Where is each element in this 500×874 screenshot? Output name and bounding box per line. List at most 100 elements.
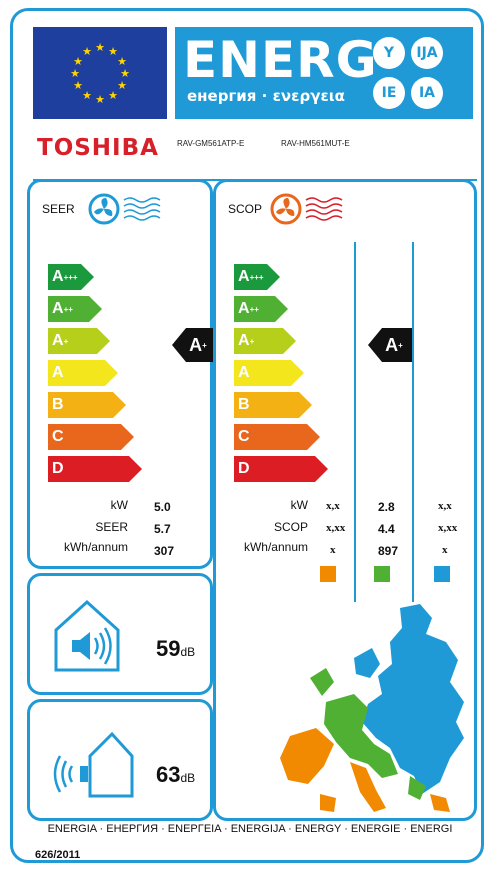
warmer-value-annual: x — [330, 544, 336, 556]
heating-class-bar: A + — [234, 328, 296, 354]
cooling-label-annual: kWh/annum — [63, 540, 128, 554]
average-value-annual: 897 — [378, 544, 399, 558]
cooling-class-bar-letter: D — [52, 460, 64, 477]
heating-class-bar-letter: A — [238, 268, 250, 285]
outdoor-noise-panel: 63dB — [27, 699, 213, 821]
cooling-class-bar: A +++ — [48, 264, 94, 290]
svg-text:★: ★ — [95, 41, 105, 54]
zone-average-swatch — [374, 566, 390, 582]
fan-cool-icon — [88, 193, 161, 225]
heating-title: SCOP — [228, 202, 263, 216]
cooling-class-bar-sup: +++ — [63, 272, 78, 282]
cooling-class-sup: + — [202, 340, 207, 350]
lang-badge-y: Y — [373, 37, 405, 69]
cooling-class-bar-letter: C — [52, 428, 64, 445]
lang-badge-ia: IA — [411, 77, 443, 109]
cooling-class-bar-letter: B — [52, 396, 64, 413]
indoor-noise-unit: dB — [180, 645, 196, 659]
outdoor-noise-unit: dB — [180, 771, 196, 785]
cooling-class-bar: A ++ — [48, 296, 102, 322]
svg-text:★: ★ — [120, 67, 130, 80]
svg-text:★: ★ — [108, 89, 118, 102]
heating-class-bar: A — [234, 360, 304, 386]
average-value-scop: 4.4 — [378, 522, 395, 536]
svg-text:★: ★ — [70, 67, 80, 80]
heating-class-bar: C — [234, 424, 320, 450]
cooling-value-annual: 307 — [154, 544, 175, 558]
warmer-value-scop: x,xx — [326, 522, 346, 534]
energy-label: ★ ★ ★ ★ ★ ★ ★ ★ ★ ★ ★ ★ ENERG енергия · ενεργεια… — [10, 8, 484, 863]
cooling-class-bar-sup: ++ — [63, 304, 73, 314]
svg-text:★: ★ — [117, 55, 127, 68]
model-indoor: RAV-GM561ATP-E — [177, 139, 245, 148]
cooling-class-bar-sup: + — [63, 336, 69, 346]
heating-class-bar-sup: +++ — [249, 272, 264, 282]
heating-class-bar: B — [234, 392, 312, 418]
outdoor-noise-value: 63dB — [156, 762, 195, 788]
cooling-class-bar: A + — [48, 328, 110, 354]
indoor-speaker-icon — [54, 599, 120, 672]
heating-label-scop: SCOP — [273, 520, 308, 534]
cooling-class-bar-letter: A — [52, 364, 64, 381]
svg-text:★: ★ — [82, 45, 92, 58]
cooling-panel: SEER A +++ A ++ A + A B C D A + kW 5.0 SEER 5.7 kW… — [27, 179, 216, 569]
warmer-value-kw: x,x — [326, 500, 340, 512]
cooling-class-bar-letter: A — [52, 300, 64, 317]
heating-class-bar: D — [234, 456, 328, 482]
cooling-class-bar: D — [48, 456, 142, 482]
svg-text:★: ★ — [95, 93, 105, 106]
cooling-class-bar-letter: A — [52, 332, 64, 349]
cooling-value-kw: 5.0 — [154, 500, 171, 514]
heating-class-bar-letter: B — [238, 396, 250, 413]
cooling-class-bar: B — [48, 392, 126, 418]
cooling-label-seer: SEER — [95, 520, 128, 534]
cooling-class-letter: A — [189, 334, 203, 355]
heating-class-indicator: A + — [368, 328, 412, 362]
eu-flag: ★ ★ ★ ★ ★ ★ ★ ★ ★ ★ ★ ★ — [33, 27, 167, 119]
svg-text:★: ★ — [82, 89, 92, 102]
energy-subtitle: енергия · ενεργεια — [187, 87, 345, 105]
heating-class-bar-letter: C — [238, 428, 250, 445]
indoor-noise-panel: 59dB — [27, 573, 213, 695]
heating-class-bar: A +++ — [234, 264, 280, 290]
supplier-logo: TOSHIBA — [37, 135, 159, 161]
heating-class-bar-sup: ++ — [249, 304, 259, 314]
heating-class-bar-sup: + — [249, 336, 255, 346]
eu-stars-icon: ★ ★★ ★★★ ★★★ ★★★ — [70, 41, 130, 106]
energy-title-box: ENERG енергия · ενεργεια Y IJA IE IA — [175, 27, 473, 119]
outdoor-noise-number: 63 — [156, 762, 181, 787]
heating-label-annual: kWh/annum — [243, 540, 308, 554]
svg-text:★: ★ — [117, 79, 127, 92]
zone-divider-2 — [412, 242, 414, 602]
heating-class-sup: + — [398, 340, 403, 350]
heating-label-kw: kW — [290, 498, 308, 512]
heating-class-bar: A ++ — [234, 296, 288, 322]
cooling-class-indicator: A + — [172, 328, 216, 362]
svg-text:★: ★ — [73, 79, 83, 92]
cooling-class-bar-letter: A — [52, 268, 64, 285]
cooling-class-bar: C — [48, 424, 134, 450]
cooling-value-seer: 5.7 — [154, 522, 171, 536]
indoor-noise-number: 59 — [156, 636, 181, 661]
fan-heat-icon — [270, 193, 343, 225]
lang-badge-ie: IE — [373, 77, 405, 109]
outdoor-speaker-icon — [53, 731, 134, 798]
svg-text:★: ★ — [108, 45, 118, 58]
heating-class-letter: A — [385, 334, 399, 355]
colder-value-kw: x,x — [438, 500, 452, 512]
europe-climate-map — [280, 604, 464, 812]
colder-value-scop: x,xx — [438, 522, 458, 534]
energy-word: ENERG — [183, 31, 378, 89]
zone-colder-swatch — [434, 566, 450, 582]
colder-value-annual: x — [442, 544, 448, 556]
svg-text:★: ★ — [73, 55, 83, 68]
cooling-title: SEER — [42, 202, 75, 216]
cooling-label-kw: kW — [110, 498, 128, 512]
zone-divider-1 — [354, 242, 356, 602]
heating-class-bar-letter: A — [238, 332, 250, 349]
lang-badge-ija: IJA — [411, 37, 443, 69]
zone-warmer-swatch — [320, 566, 336, 582]
average-value-kw: 2.8 — [378, 500, 395, 514]
model-outdoor: RAV-HM561MUT-E — [281, 139, 350, 148]
regulation-number: 626/2011 — [35, 849, 81, 861]
